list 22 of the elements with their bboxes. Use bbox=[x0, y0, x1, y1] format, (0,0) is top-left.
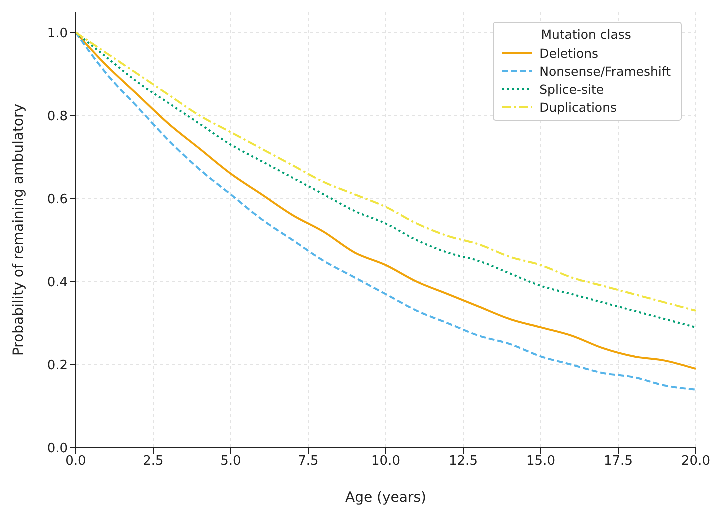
y-tick-label: 0.6 bbox=[47, 192, 68, 208]
x-tick-label: 20.0 bbox=[682, 454, 710, 470]
legend-label: Deletions bbox=[540, 46, 599, 60]
x-tick-label: 15.0 bbox=[526, 454, 556, 470]
y-axis-title: Probability of remaining ambulatory bbox=[10, 104, 27, 356]
x-tick-label: 10.0 bbox=[372, 454, 400, 470]
legend-label: Splice-site bbox=[540, 82, 604, 96]
y-tick-label: 0.4 bbox=[47, 276, 68, 291]
x-tick-label: 7.5 bbox=[298, 454, 319, 470]
y-tick-label: 0.2 bbox=[47, 358, 68, 374]
legend-title: Mutation class bbox=[540, 27, 632, 42]
x-tick-label: 2.5 bbox=[143, 454, 164, 470]
y-tick-label: 0.0 bbox=[47, 442, 68, 457]
x-tick-label: 5.0 bbox=[220, 454, 242, 470]
x-axis-title: Age (years) bbox=[346, 490, 426, 506]
x-tick-label: 12.5 bbox=[449, 454, 478, 470]
x-tick-label: 0.0 bbox=[66, 454, 86, 470]
legend-label: Duplications bbox=[540, 100, 618, 114]
y-tick-label: 0.8 bbox=[47, 109, 68, 124]
x-tick-label: 17.5 bbox=[604, 454, 633, 470]
legend-label: Nonsense/Frameshift bbox=[540, 64, 671, 78]
y-tick-label: 1.0 bbox=[47, 26, 68, 42]
